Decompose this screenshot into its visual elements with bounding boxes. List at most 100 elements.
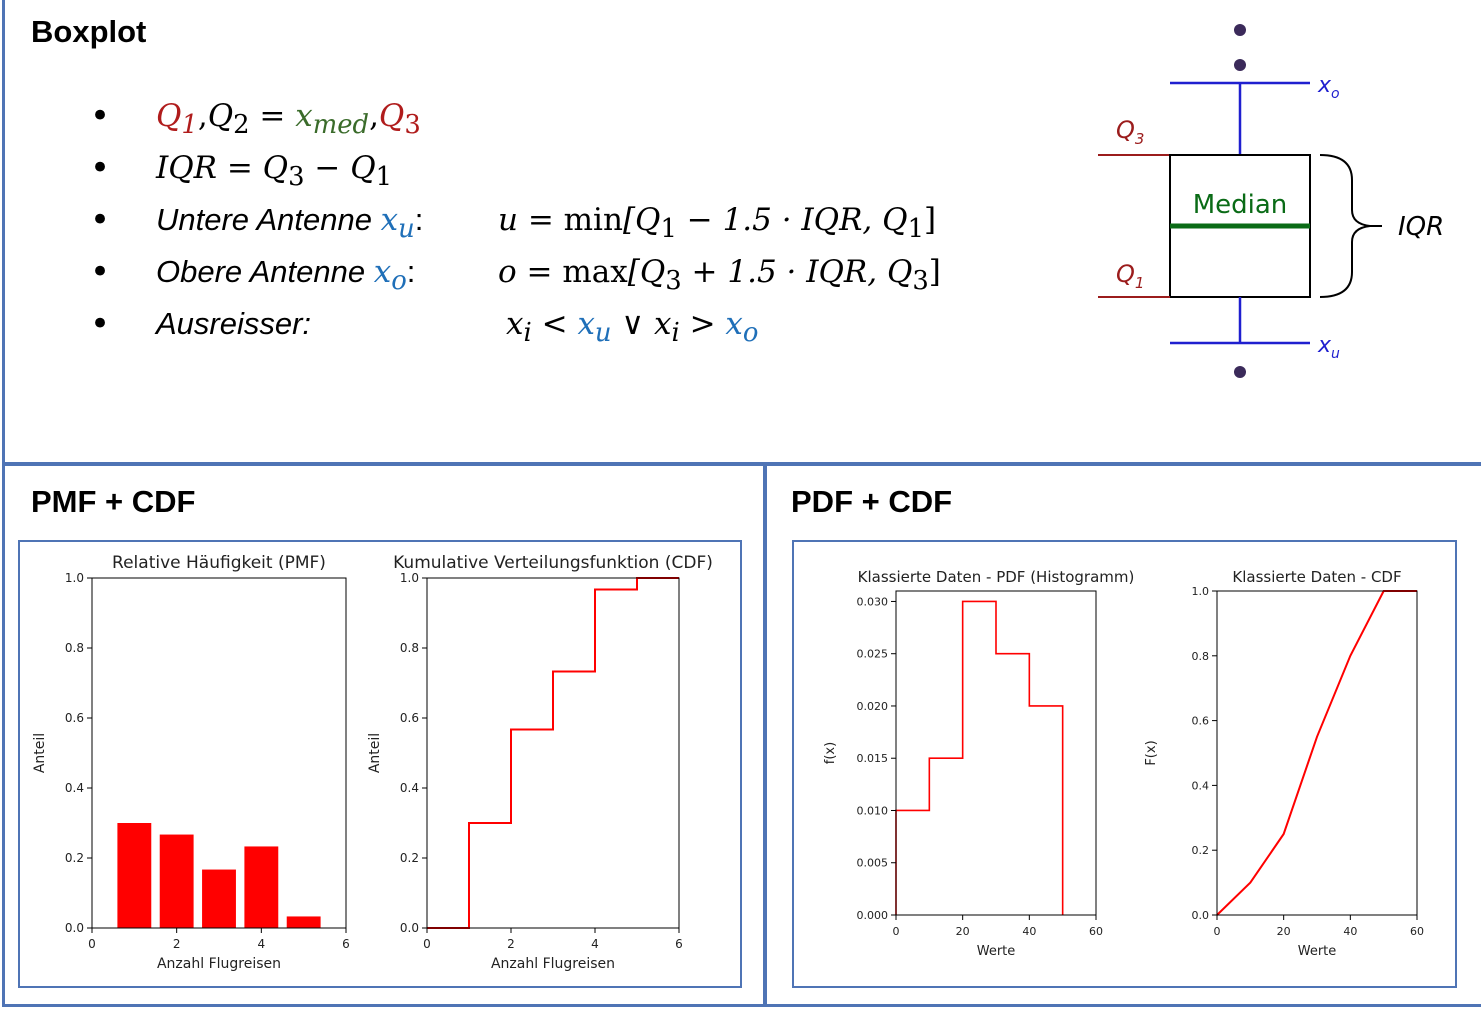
formula-part: − 1.5 · IQR, Q bbox=[676, 202, 908, 238]
y-tick-label: 0.4 bbox=[400, 781, 419, 795]
x-tick-label: 6 bbox=[342, 937, 350, 951]
iqr-label: IQR bbox=[1398, 212, 1444, 242]
xo-subscript: o bbox=[742, 318, 759, 349]
bar bbox=[202, 869, 236, 928]
chart-title: Kumulative Verteilungsfunktion (CDF) bbox=[393, 553, 713, 573]
lower-whisker-label: Untere Antenne bbox=[156, 202, 381, 237]
pdf-cdf-title: PDF + CDF bbox=[791, 484, 953, 519]
xu-subscript: u bbox=[398, 214, 415, 245]
xu-symbol: x bbox=[577, 306, 595, 342]
formula-subscript: 3 bbox=[665, 266, 682, 297]
y-tick-label: 0.0 bbox=[65, 921, 84, 935]
plot-area bbox=[1216, 590, 1418, 916]
q1-subscript: 1 bbox=[181, 110, 198, 141]
xi-symbol: x bbox=[653, 306, 672, 342]
x-tick-label: 2 bbox=[507, 937, 515, 951]
x-tick-label: 40 bbox=[1022, 925, 1036, 938]
o-symbol: o bbox=[498, 254, 517, 290]
y-tick-label: 0.4 bbox=[65, 781, 84, 795]
min-function: min bbox=[563, 202, 623, 238]
y-tick-label: 0.2 bbox=[65, 851, 84, 865]
x-tick-label: 4 bbox=[258, 937, 266, 951]
x-axis-label: Anzahl Flugreisen bbox=[157, 956, 281, 972]
xo-label: xo bbox=[1317, 73, 1340, 102]
q3-subscript: 3 bbox=[404, 110, 421, 141]
colon: : bbox=[406, 254, 416, 289]
bar bbox=[159, 834, 194, 928]
q1-label: Q1 bbox=[1116, 260, 1144, 292]
y-tick-label: 0.6 bbox=[400, 711, 419, 725]
pdf-panel bbox=[763, 462, 1481, 1007]
boxplot-diagram: xo Q3 Median Q1 IQR xu bbox=[1098, 24, 1444, 378]
outlier-dot bbox=[1234, 59, 1246, 71]
x-tick-label: 0 bbox=[893, 925, 900, 938]
outlier-dot bbox=[1234, 366, 1246, 378]
xi-symbol: x bbox=[506, 306, 524, 342]
greater-than: > bbox=[679, 306, 726, 342]
q2-subscript: 2 bbox=[233, 110, 250, 141]
formula-part: ] bbox=[928, 254, 941, 290]
x-tick-label: 2 bbox=[173, 937, 181, 951]
y-axis-label: f(x) bbox=[823, 742, 838, 764]
pdf-histogram-chart: Klassierte Daten - PDF (Histogramm) 0 20 40… bbox=[823, 568, 1134, 959]
x-tick-label: 20 bbox=[956, 925, 970, 938]
xo-symbol: x bbox=[373, 254, 392, 290]
iqr-sub3: 3 bbox=[288, 162, 305, 193]
chart-title: Relative Häufigkeit (PMF) bbox=[112, 553, 326, 573]
formula-part: + 1.5 · IQR, Q bbox=[681, 254, 913, 290]
xo-subscript: o bbox=[391, 266, 407, 297]
formula-subscript: 3 bbox=[912, 266, 929, 297]
plot-area bbox=[426, 577, 680, 929]
histogram-outline bbox=[895, 600, 1064, 915]
y-tick-label: 0.0 bbox=[400, 921, 419, 935]
median-label: Median bbox=[1193, 190, 1288, 220]
boxplot-title: Boxplot bbox=[31, 14, 147, 49]
y-tick-label: 0.4 bbox=[1192, 779, 1210, 792]
q1-symbol: Q bbox=[156, 98, 182, 134]
y-axis-label: Anteil bbox=[32, 733, 48, 773]
y-axis-label: Anteil bbox=[367, 733, 383, 773]
xi-subscript: i bbox=[523, 318, 532, 349]
equals: = bbox=[249, 98, 296, 134]
discrete-cdf-chart: Kumulative Verteilungsfunktion (CDF) 0 2 4 6… bbox=[367, 553, 713, 972]
u-symbol: u bbox=[498, 202, 518, 238]
y-tick-label: 0.8 bbox=[1192, 650, 1210, 663]
max-function: max bbox=[562, 254, 628, 290]
y-tick-label: 1.0 bbox=[65, 571, 84, 585]
bar bbox=[244, 846, 279, 928]
x-tick-label: 0 bbox=[88, 937, 96, 951]
x-tick-label: 40 bbox=[1343, 925, 1357, 938]
formula-part: [Q bbox=[627, 254, 666, 290]
equals: = bbox=[517, 202, 564, 238]
formula-part: ] bbox=[924, 202, 937, 238]
equals: = bbox=[516, 254, 563, 290]
less-than: < bbox=[531, 306, 578, 342]
iqr-sub1: 1 bbox=[375, 162, 393, 193]
formula-part: [Q bbox=[622, 202, 661, 238]
x-tick-label: 60 bbox=[1089, 925, 1103, 938]
xmed-symbol: x bbox=[295, 98, 313, 134]
y-axis-label: F(x) bbox=[1144, 740, 1159, 765]
bar bbox=[117, 823, 152, 928]
x-tick-label: 20 bbox=[1277, 925, 1291, 938]
chart-title: Klassierte Daten - CDF bbox=[1232, 568, 1401, 586]
y-tick-label: 0.005 bbox=[857, 857, 889, 870]
xmed-subscript: med bbox=[312, 110, 370, 141]
xi-subscript: i bbox=[671, 318, 680, 349]
y-tick-label: 0.8 bbox=[400, 641, 419, 655]
y-tick-label: 0.030 bbox=[857, 595, 889, 608]
x-tick-label: 0 bbox=[1214, 925, 1221, 938]
formula-subscript: 1 bbox=[660, 214, 677, 245]
formula-subscript: 1 bbox=[907, 214, 924, 245]
x-axis-label: Anzahl Flugreisen bbox=[491, 956, 615, 972]
x-axis-label: Werte bbox=[977, 944, 1016, 959]
x-tick-label: 6 bbox=[675, 937, 683, 951]
comma: , bbox=[369, 98, 379, 134]
outlier-dot bbox=[1234, 24, 1246, 36]
y-tick-label: 0.015 bbox=[857, 752, 889, 765]
logical-or: ∨ bbox=[611, 306, 654, 342]
xu-symbol: x bbox=[380, 202, 399, 238]
y-tick-label: 1.0 bbox=[1192, 585, 1210, 598]
x-tick-label: 60 bbox=[1410, 925, 1424, 938]
q3-symbol: Q bbox=[378, 98, 405, 134]
